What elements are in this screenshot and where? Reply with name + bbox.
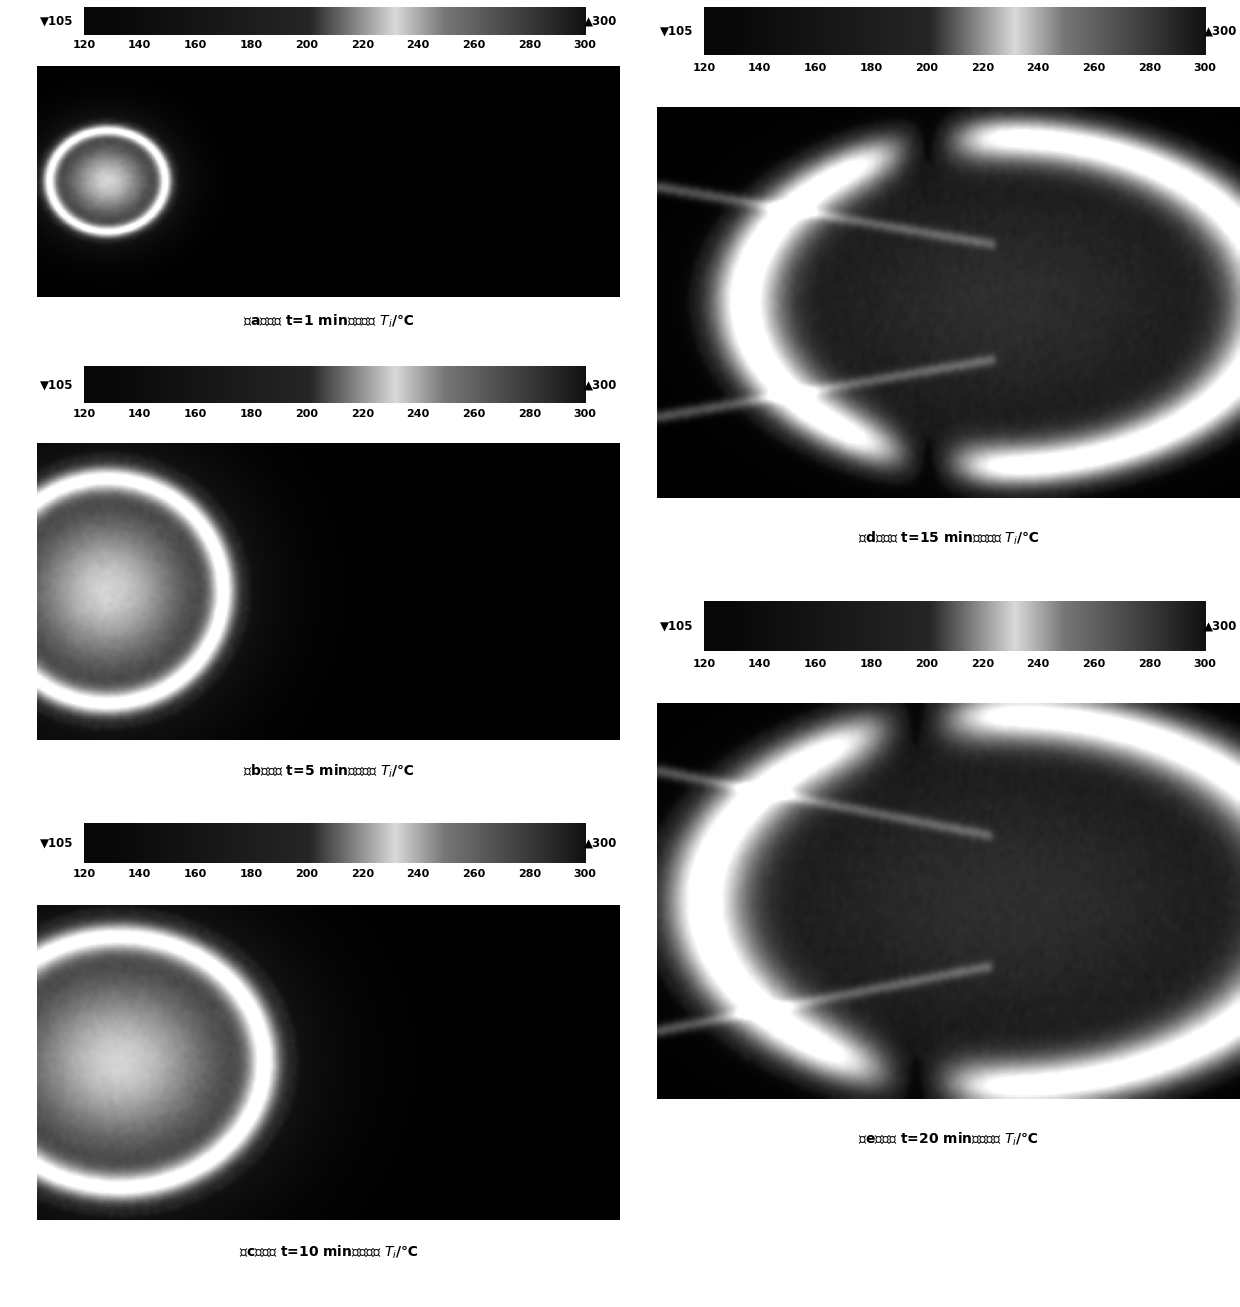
- Text: 140: 140: [128, 409, 151, 420]
- Text: ▼105: ▼105: [660, 25, 693, 38]
- Text: 300: 300: [574, 409, 596, 420]
- Text: 240: 240: [407, 869, 429, 880]
- Text: 120: 120: [692, 63, 715, 73]
- Text: 140: 140: [748, 659, 771, 668]
- Text: 120: 120: [72, 41, 95, 50]
- Text: ▲300: ▲300: [584, 836, 618, 850]
- Text: 300: 300: [574, 41, 596, 50]
- Text: ▲300: ▲300: [584, 378, 618, 391]
- Text: ▼105: ▼105: [40, 14, 73, 27]
- Text: 240: 240: [407, 41, 429, 50]
- Text: 240: 240: [1027, 659, 1049, 668]
- Text: 200: 200: [915, 63, 939, 73]
- Text: 260: 260: [463, 409, 485, 420]
- Text: 120: 120: [72, 409, 95, 420]
- Text: 280: 280: [1138, 659, 1161, 668]
- Text: ▲300: ▲300: [1204, 25, 1238, 38]
- Text: ▲300: ▲300: [584, 14, 618, 27]
- Text: ▼105: ▼105: [40, 836, 73, 850]
- Text: 240: 240: [407, 409, 429, 420]
- Text: 300: 300: [1194, 659, 1216, 668]
- Text: 280: 280: [518, 869, 541, 880]
- Text: 280: 280: [518, 41, 541, 50]
- Text: 260: 260: [463, 869, 485, 880]
- Text: （b）时间 t=5 min，因变量 $T_i$/℃: （b）时间 t=5 min，因变量 $T_i$/℃: [243, 762, 414, 780]
- Text: 160: 160: [184, 409, 207, 420]
- Text: （c）时间 t=10 min，因变量 $T_i$/℃: （c）时间 t=10 min，因变量 $T_i$/℃: [239, 1244, 418, 1261]
- Text: 200: 200: [295, 869, 319, 880]
- Text: 160: 160: [804, 659, 827, 668]
- Text: 140: 140: [128, 869, 151, 880]
- Text: 260: 260: [1083, 659, 1105, 668]
- Text: 140: 140: [128, 41, 151, 50]
- Text: 160: 160: [184, 41, 207, 50]
- Text: ▼105: ▼105: [660, 620, 693, 633]
- Text: 240: 240: [1027, 63, 1049, 73]
- Text: 200: 200: [295, 409, 319, 420]
- Text: 280: 280: [518, 409, 541, 420]
- Text: 260: 260: [1083, 63, 1105, 73]
- Text: 160: 160: [184, 869, 207, 880]
- Text: 180: 180: [859, 63, 883, 73]
- Text: 300: 300: [574, 869, 596, 880]
- Text: ▲300: ▲300: [1204, 620, 1238, 633]
- Text: 220: 220: [351, 409, 373, 420]
- Text: 300: 300: [1194, 63, 1216, 73]
- Text: 260: 260: [463, 41, 485, 50]
- Text: 220: 220: [351, 41, 373, 50]
- Text: 200: 200: [915, 659, 939, 668]
- Text: （d）时间 t=15 min，因变量 $T_i$/℃: （d）时间 t=15 min，因变量 $T_i$/℃: [858, 529, 1039, 548]
- Text: 180: 180: [859, 659, 883, 668]
- Text: 200: 200: [295, 41, 319, 50]
- Text: ▼105: ▼105: [40, 378, 73, 391]
- Text: 220: 220: [971, 63, 993, 73]
- Text: 120: 120: [692, 659, 715, 668]
- Text: 180: 180: [239, 409, 263, 420]
- Text: （a）时间 t=1 min，因变量 $T_i$/℃: （a）时间 t=1 min，因变量 $T_i$/℃: [243, 312, 414, 329]
- Text: 280: 280: [1138, 63, 1161, 73]
- Text: 120: 120: [72, 869, 95, 880]
- Text: 180: 180: [239, 869, 263, 880]
- Text: 180: 180: [239, 41, 263, 50]
- Text: 220: 220: [971, 659, 993, 668]
- Text: （e）时间 t=20 min，因变量 $T_i$/℃: （e）时间 t=20 min，因变量 $T_i$/℃: [858, 1131, 1039, 1148]
- Text: 160: 160: [804, 63, 827, 73]
- Text: 220: 220: [351, 869, 373, 880]
- Text: 140: 140: [748, 63, 771, 73]
